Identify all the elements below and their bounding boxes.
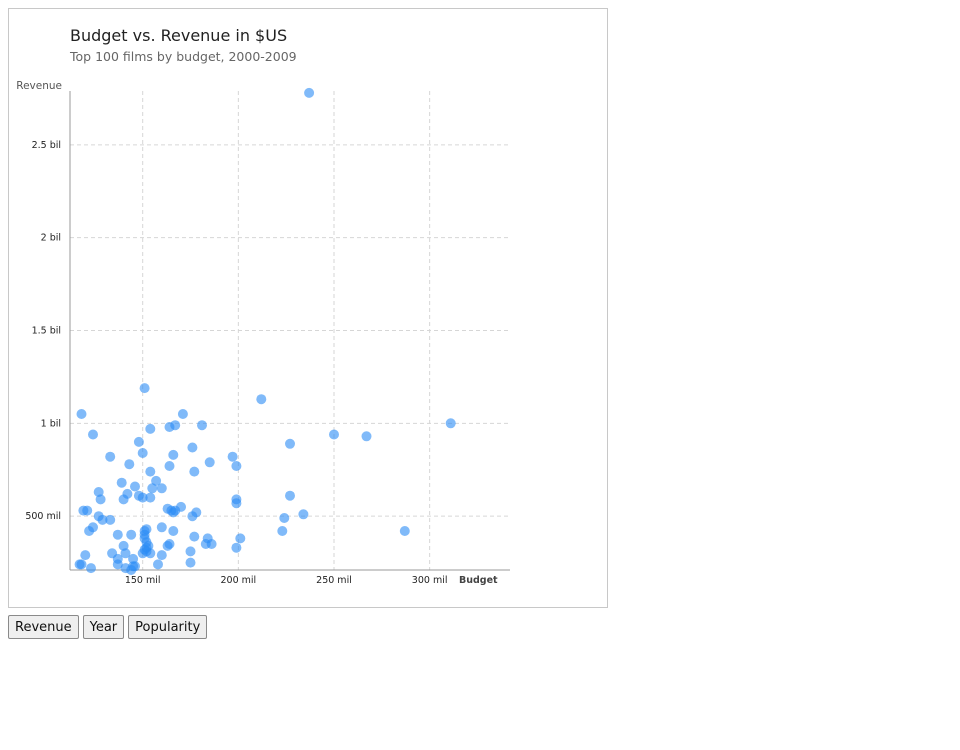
data-point[interactable] — [197, 420, 207, 431]
y-tick-label: 2 bil — [41, 233, 61, 244]
data-point[interactable] — [277, 526, 288, 536]
data-point[interactable] — [137, 492, 148, 503]
data-point[interactable] — [105, 451, 116, 462]
data-point[interactable] — [235, 533, 246, 544]
data-point[interactable] — [124, 459, 135, 470]
data-point[interactable] — [204, 457, 215, 468]
data-point[interactable] — [130, 481, 140, 492]
data-point[interactable] — [187, 442, 198, 453]
data-point[interactable] — [156, 550, 167, 561]
data-point[interactable] — [80, 550, 91, 561]
y-tick-label: 500 mil — [25, 511, 61, 522]
x-axis-label: Budget — [459, 575, 498, 586]
chart-title: Budget vs. Revenue in $US — [70, 26, 287, 45]
x-tick-label: 250 mil — [316, 575, 352, 586]
data-point[interactable] — [189, 466, 200, 477]
data-point[interactable] — [151, 475, 162, 486]
data-point[interactable] — [145, 423, 156, 434]
data-point[interactable] — [105, 514, 116, 525]
data-point[interactable] — [200, 539, 211, 549]
data-point[interactable] — [76, 409, 87, 419]
data-point[interactable] — [168, 449, 179, 460]
data-point[interactable] — [187, 511, 198, 522]
x-tick-label: 150 mil — [125, 575, 161, 586]
y-tick-label: 2.5 bil — [32, 140, 61, 151]
data-point[interactable] — [112, 559, 123, 570]
data-point[interactable] — [137, 448, 148, 458]
x-tick-label: 300 mil — [412, 575, 448, 586]
data-point[interactable] — [164, 461, 175, 471]
data-point[interactable] — [399, 526, 410, 536]
y-tick-label: 1.5 bil — [32, 326, 61, 337]
data-point[interactable] — [139, 544, 150, 555]
data-point[interactable] — [177, 409, 188, 419]
data-point[interactable] — [231, 542, 242, 553]
chart-subtitle: Top 100 films by budget, 2000-2009 — [69, 49, 297, 64]
popularity-button[interactable]: Popularity — [128, 615, 208, 639]
data-point[interactable] — [156, 522, 167, 533]
data-point[interactable] — [285, 490, 295, 501]
data-point[interactable] — [145, 492, 156, 503]
data-point[interactable] — [88, 522, 98, 533]
data-point[interactable] — [97, 514, 108, 525]
data-point[interactable] — [74, 559, 85, 570]
revenue-button[interactable]: Revenue — [8, 615, 79, 639]
data-point[interactable] — [256, 394, 267, 405]
x-tick-label: 200 mil — [221, 575, 257, 586]
data-point[interactable] — [153, 559, 163, 570]
data-point[interactable] — [361, 431, 372, 442]
data-point[interactable] — [231, 461, 242, 471]
data-point[interactable] — [298, 509, 309, 520]
data-point[interactable] — [329, 429, 339, 440]
data-point[interactable] — [168, 526, 179, 536]
data-point[interactable] — [231, 498, 242, 509]
data-point[interactable] — [126, 565, 137, 575]
data-point[interactable] — [445, 418, 456, 429]
data-point[interactable] — [304, 87, 315, 98]
y-tick-label: 1 bil — [41, 418, 61, 429]
data-point[interactable] — [139, 383, 150, 394]
scatter-chart: Budget vs. Revenue in $US Top 100 films … — [16, 26, 510, 586]
data-point[interactable] — [162, 540, 173, 551]
data-points — [74, 87, 456, 575]
data-point[interactable] — [116, 477, 127, 488]
ticks: 150 mil 200 mil 250 mil 300 mil 500 mil 1 bil… — [25, 140, 447, 586]
data-point[interactable] — [227, 451, 238, 462]
chart-frame: Budget vs. Revenue in $US Top 100 films … — [8, 8, 608, 608]
data-point[interactable] — [133, 436, 144, 447]
data-point[interactable] — [118, 494, 129, 505]
y-axis-label: Revenue — [16, 80, 62, 92]
data-point[interactable] — [285, 438, 295, 449]
data-point[interactable] — [126, 529, 137, 540]
data-point[interactable] — [82, 505, 93, 516]
data-point[interactable] — [164, 422, 175, 432]
grid — [70, 91, 510, 570]
data-point[interactable] — [88, 429, 98, 440]
data-point[interactable] — [279, 513, 290, 523]
data-point[interactable] — [156, 483, 167, 494]
data-point[interactable] — [112, 529, 123, 540]
data-point[interactable] — [120, 548, 131, 559]
data-point[interactable] — [170, 505, 181, 516]
data-point[interactable] — [95, 494, 106, 505]
data-point[interactable] — [185, 546, 196, 557]
data-point[interactable] — [185, 557, 196, 568]
controls: Revenue Year Popularity — [8, 615, 208, 639]
data-point[interactable] — [189, 531, 200, 542]
data-point[interactable] — [145, 466, 156, 477]
data-point[interactable] — [147, 483, 158, 494]
data-point[interactable] — [86, 563, 96, 574]
year-button[interactable]: Year — [82, 615, 125, 639]
